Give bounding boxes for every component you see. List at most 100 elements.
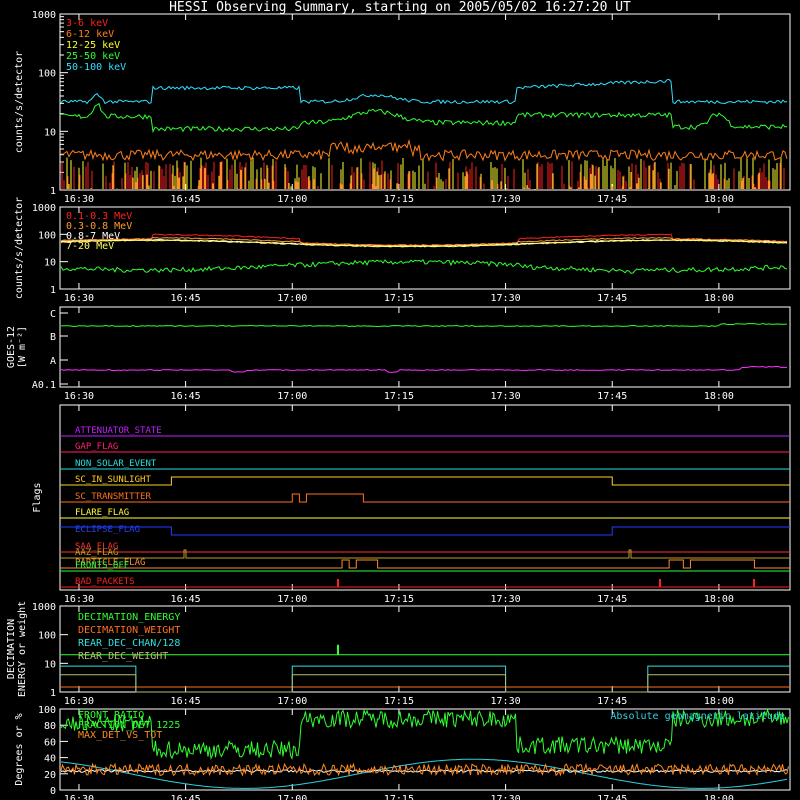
- panel6-ytick-label: 0: [50, 786, 56, 797]
- panel3-ytick-label: B: [50, 332, 56, 343]
- front-ratio-line: [60, 708, 789, 761]
- flag-line-8: [60, 559, 790, 569]
- panel5-xtick-label: 16:30: [64, 696, 94, 707]
- panel6-ylabel: Degrees or %: [14, 713, 25, 785]
- panel1-legend-0: 3-6 keV: [66, 18, 108, 29]
- panel1-legend-3: 25-50 keV: [66, 51, 120, 62]
- max-det-line: [60, 762, 789, 777]
- panel5-xtick-label: 17:30: [491, 696, 521, 707]
- flag-line-4: [60, 493, 790, 503]
- panel4-xtick-label: 18:00: [704, 594, 734, 605]
- panel3-ytick-label: A: [50, 356, 56, 367]
- series-0.3-0.8-line: [60, 236, 788, 247]
- flag-label-0: ATTENUATOR_STATE: [75, 426, 162, 436]
- panel5-legend-3: REAR_DEC_WEIGHT: [78, 651, 168, 662]
- flag-label-10: FRONTS_OFF: [75, 561, 129, 571]
- series-yellow-line: [60, 239, 788, 248]
- panel1-xtick-label: 17:00: [277, 194, 307, 205]
- panel4-xtick-label: 16:45: [171, 594, 201, 605]
- flag-label-11: BAD_PACKETS: [75, 577, 135, 587]
- goes-low-line: [60, 365, 788, 373]
- flag-label-8: PARTICLE_FLAG: [75, 558, 145, 568]
- panel4-xtick-label: 17:30: [491, 594, 521, 605]
- series-6-12-line: [60, 138, 788, 162]
- panel2-ytick-label: 100: [38, 230, 56, 241]
- chart-title: HESSI Observing Summary, starting on 200…: [169, 0, 631, 15]
- panel2-legend-1: 0.3-0.8 MeV: [66, 221, 132, 232]
- panel6-xtick-label: 17:00: [277, 794, 307, 800]
- panel3-ylabel2: [W m⁻²]: [17, 326, 28, 368]
- panel5-legend-1: DECIMATION_WEIGHT: [78, 625, 180, 636]
- panel1-ytick-label: 1000: [32, 10, 56, 21]
- panel6-xtick-label: 17:45: [597, 794, 627, 800]
- panel3-xtick-label: 17:15: [384, 391, 414, 402]
- flag-label-3: SC_IN_SUNLIGHT: [75, 475, 151, 485]
- panel5-ytick-label: 10: [44, 659, 56, 670]
- panel5-frame: [59, 605, 791, 693]
- panel2-xtick-label: 17:30: [491, 293, 521, 304]
- panel3-xtick-label: 16:45: [171, 391, 201, 402]
- panel6-ytick-label: 20: [44, 770, 56, 781]
- panel2-xtick-label: 17:15: [384, 293, 414, 304]
- geomag-latitude-line: [60, 758, 788, 789]
- flag-line-9: [60, 549, 790, 559]
- panel3-ytick-label: C: [50, 309, 56, 320]
- panel2-ylabel: counts/s/detector: [14, 197, 25, 299]
- panel1-xtick-label: 17:15: [384, 194, 414, 205]
- panel4-xtick-label: 16:30: [64, 594, 94, 605]
- panel5-ytick-label: 1: [50, 688, 56, 699]
- panel1-legend-2: 12-25 keV: [66, 40, 120, 51]
- panel2-legend-3: 7-20 MeV: [66, 241, 114, 252]
- rear-dec-chan-line: [60, 665, 790, 693]
- fraction-det-line: [60, 769, 788, 773]
- panel3-ytick-label: A0.1: [32, 380, 56, 391]
- rear-dec-weight-line: [60, 674, 790, 693]
- panel5-ytick-label: 100: [38, 631, 56, 642]
- panel6-frame: [59, 708, 791, 791]
- panel2-xtick-label: 17:00: [277, 293, 307, 304]
- flag-label-7: SAA_FLAG: [75, 542, 118, 552]
- panel5-xtick-label: 18:00: [704, 696, 734, 707]
- panel2-xtick-label: 16:45: [171, 293, 201, 304]
- panel5-xtick-label: 17:00: [277, 696, 307, 707]
- panel3-ylabel: GOES-12: [6, 326, 17, 368]
- panel2-ytick-label: 1: [50, 285, 56, 296]
- series-7-20-line: [60, 258, 788, 274]
- panel1-ytick-label: 100: [38, 69, 56, 80]
- panel2-ytick-label: 10: [44, 258, 56, 269]
- panel6-ytick-label: 40: [44, 754, 56, 765]
- panel5-ytick-label: 1000: [32, 602, 56, 613]
- panel1-xtick-label: 18:00: [704, 194, 734, 205]
- panel1-ytick-label: 10: [44, 127, 56, 138]
- panel2-legend-0: 0.1-0.3 MeV: [66, 211, 132, 222]
- panel6-legend-1: FRACTION_DET_1225: [78, 720, 180, 731]
- series-25-50-line: [60, 102, 788, 134]
- panel1-xtick-label: 17:30: [491, 194, 521, 205]
- panel1-legend-1: 6-12 keV: [66, 29, 114, 40]
- panel3-frame: [59, 306, 791, 388]
- panel5-xtick-label: 17:15: [384, 696, 414, 707]
- panel4-ylabel: Flags: [32, 482, 43, 512]
- flag-label-5: FLARE_FLAG: [75, 508, 129, 518]
- flag-label-4: SC_TRANSMITTER: [75, 492, 151, 502]
- panel5-xtick-label: 16:45: [171, 696, 201, 707]
- panel3-xtick-label: 17:30: [491, 391, 521, 402]
- panel6-ytick-label: 80: [44, 721, 56, 732]
- flag-label-1: GAP_FLAG: [75, 442, 118, 452]
- panel3-xtick-label: 17:45: [597, 391, 627, 402]
- panel5-legend-2: REAR_DEC_CHAN/128: [78, 638, 180, 649]
- panel6-xtick-label: 16:45: [171, 794, 201, 800]
- panel3-xtick-label: 18:00: [704, 391, 734, 402]
- panel1-legend-4: 50-100 keV: [66, 62, 126, 73]
- panel2-xtick-label: 17:45: [597, 293, 627, 304]
- panel4-frame: [59, 404, 791, 591]
- panel5-ylabel: DECIMATION: [6, 619, 17, 679]
- panel6-xtick-label: 17:15: [384, 794, 414, 800]
- panel2-xtick-label: 18:00: [704, 293, 734, 304]
- panel1-xtick-label: 16:45: [171, 194, 201, 205]
- panel1-xtick-label: 16:30: [64, 194, 94, 205]
- panel5-xtick-label: 17:45: [597, 696, 627, 707]
- panel6-legend-2: MAX_DET_VS_TOT: [78, 730, 162, 741]
- panel5-legend-0: DECIMATION_ENERGY: [78, 612, 180, 623]
